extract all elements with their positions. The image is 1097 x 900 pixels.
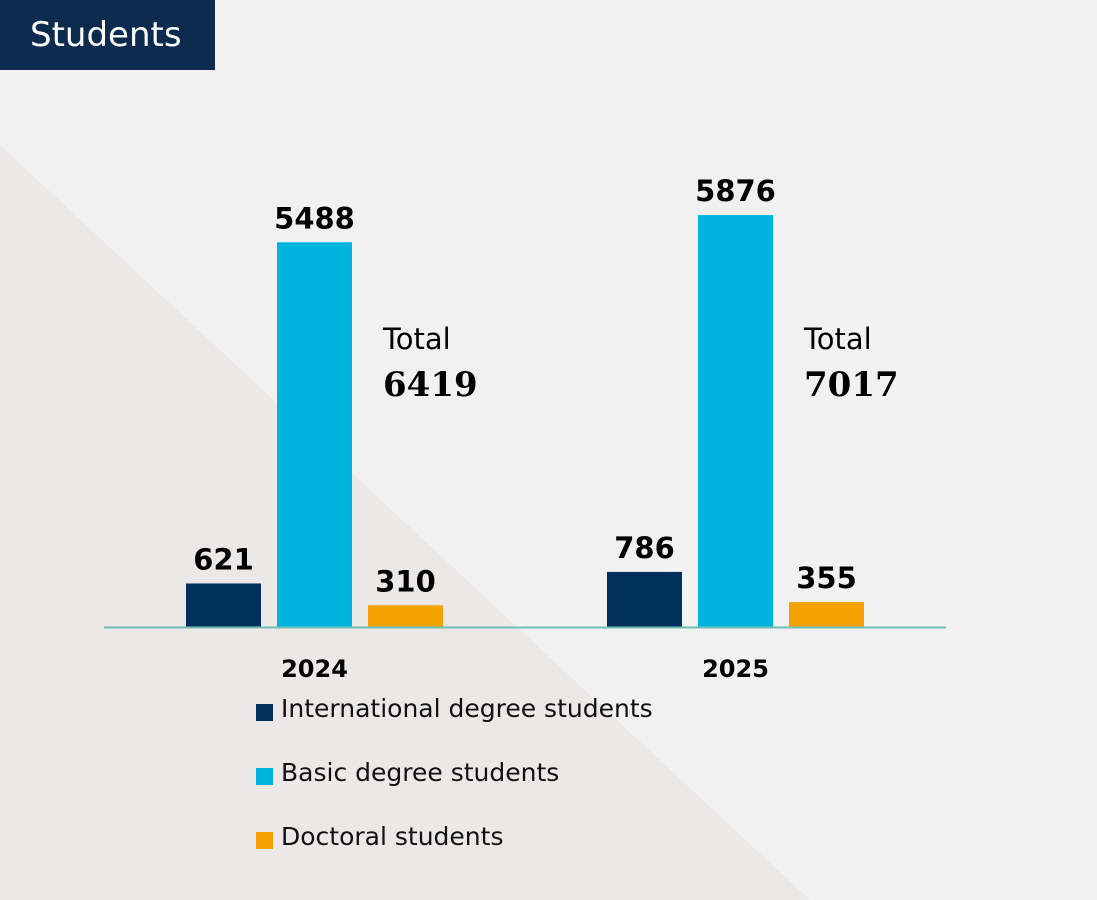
bar [789, 602, 864, 627]
legend-swatch [256, 704, 273, 721]
data-label: 786 [614, 531, 675, 565]
total-value: 7017 [804, 365, 899, 405]
legend-label: Doctoral students [281, 822, 504, 851]
total-label: Total [382, 322, 451, 356]
page-title: Students [0, 0, 215, 70]
legend-label: Basic degree students [281, 758, 560, 787]
data-label: 310 [375, 564, 436, 598]
bar [277, 242, 352, 627]
bar [186, 583, 261, 627]
bar [607, 571, 682, 627]
data-label: 5488 [274, 201, 355, 235]
legend-swatch [256, 768, 273, 785]
bar [698, 215, 773, 627]
data-label: 5876 [695, 174, 776, 208]
total-label: Total [803, 322, 872, 356]
bar [368, 605, 443, 627]
legend-swatch [256, 832, 273, 849]
data-label: 355 [796, 561, 857, 595]
x-tick-label: 2025 [702, 655, 769, 683]
x-tick-label: 2024 [281, 655, 348, 683]
legend-label: International degree students [281, 694, 653, 723]
data-label: 621 [193, 542, 254, 576]
total-value: 6419 [383, 365, 478, 405]
